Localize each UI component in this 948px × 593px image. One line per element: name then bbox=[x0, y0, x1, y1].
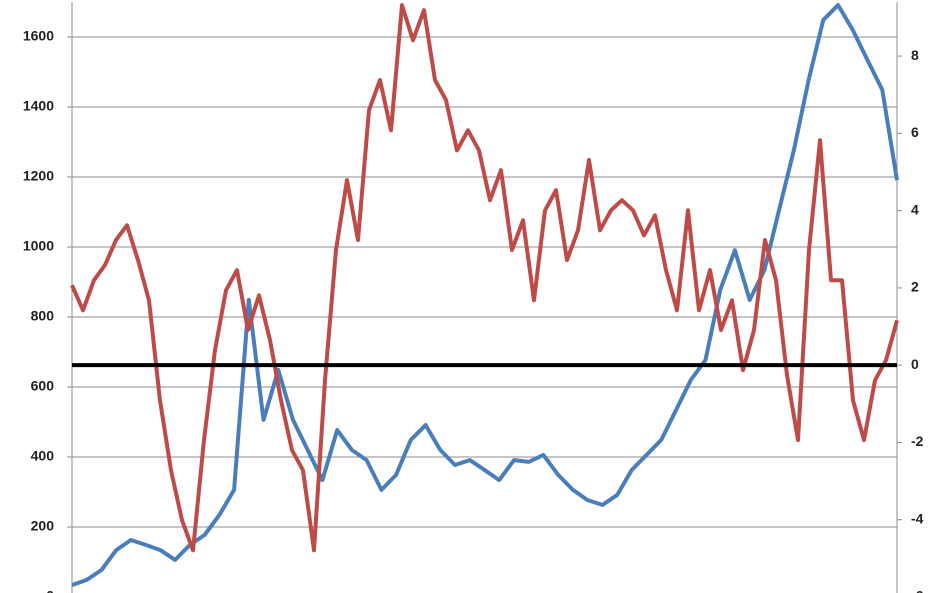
y-tick-label: 400 bbox=[31, 448, 55, 464]
y-tick-label: 600 bbox=[31, 378, 55, 394]
y2-tick-label: 2 bbox=[911, 279, 919, 295]
y2-tick-label: -4 bbox=[911, 510, 924, 526]
y2-tick-label: -6 bbox=[911, 588, 924, 593]
y2-tick-label: 8 bbox=[911, 47, 919, 63]
y-tick-label: 1400 bbox=[23, 98, 54, 114]
y2-tick-label: 6 bbox=[911, 124, 919, 140]
y-tick-label: 1600 bbox=[23, 28, 54, 44]
y-tick-label: 800 bbox=[31, 308, 55, 324]
y2-tick-label: 0 bbox=[911, 356, 919, 372]
line-series bbox=[70, 3, 899, 553]
y2-tick-label: 4 bbox=[911, 201, 919, 217]
y-tick-label: 1200 bbox=[23, 168, 54, 184]
y-tick-label: 1000 bbox=[23, 238, 54, 254]
y-tick-label: 200 bbox=[31, 518, 55, 534]
y2-tick-label: -2 bbox=[911, 433, 924, 449]
line-series bbox=[71, 3, 899, 587]
y-tick-label: 0 bbox=[46, 588, 54, 593]
